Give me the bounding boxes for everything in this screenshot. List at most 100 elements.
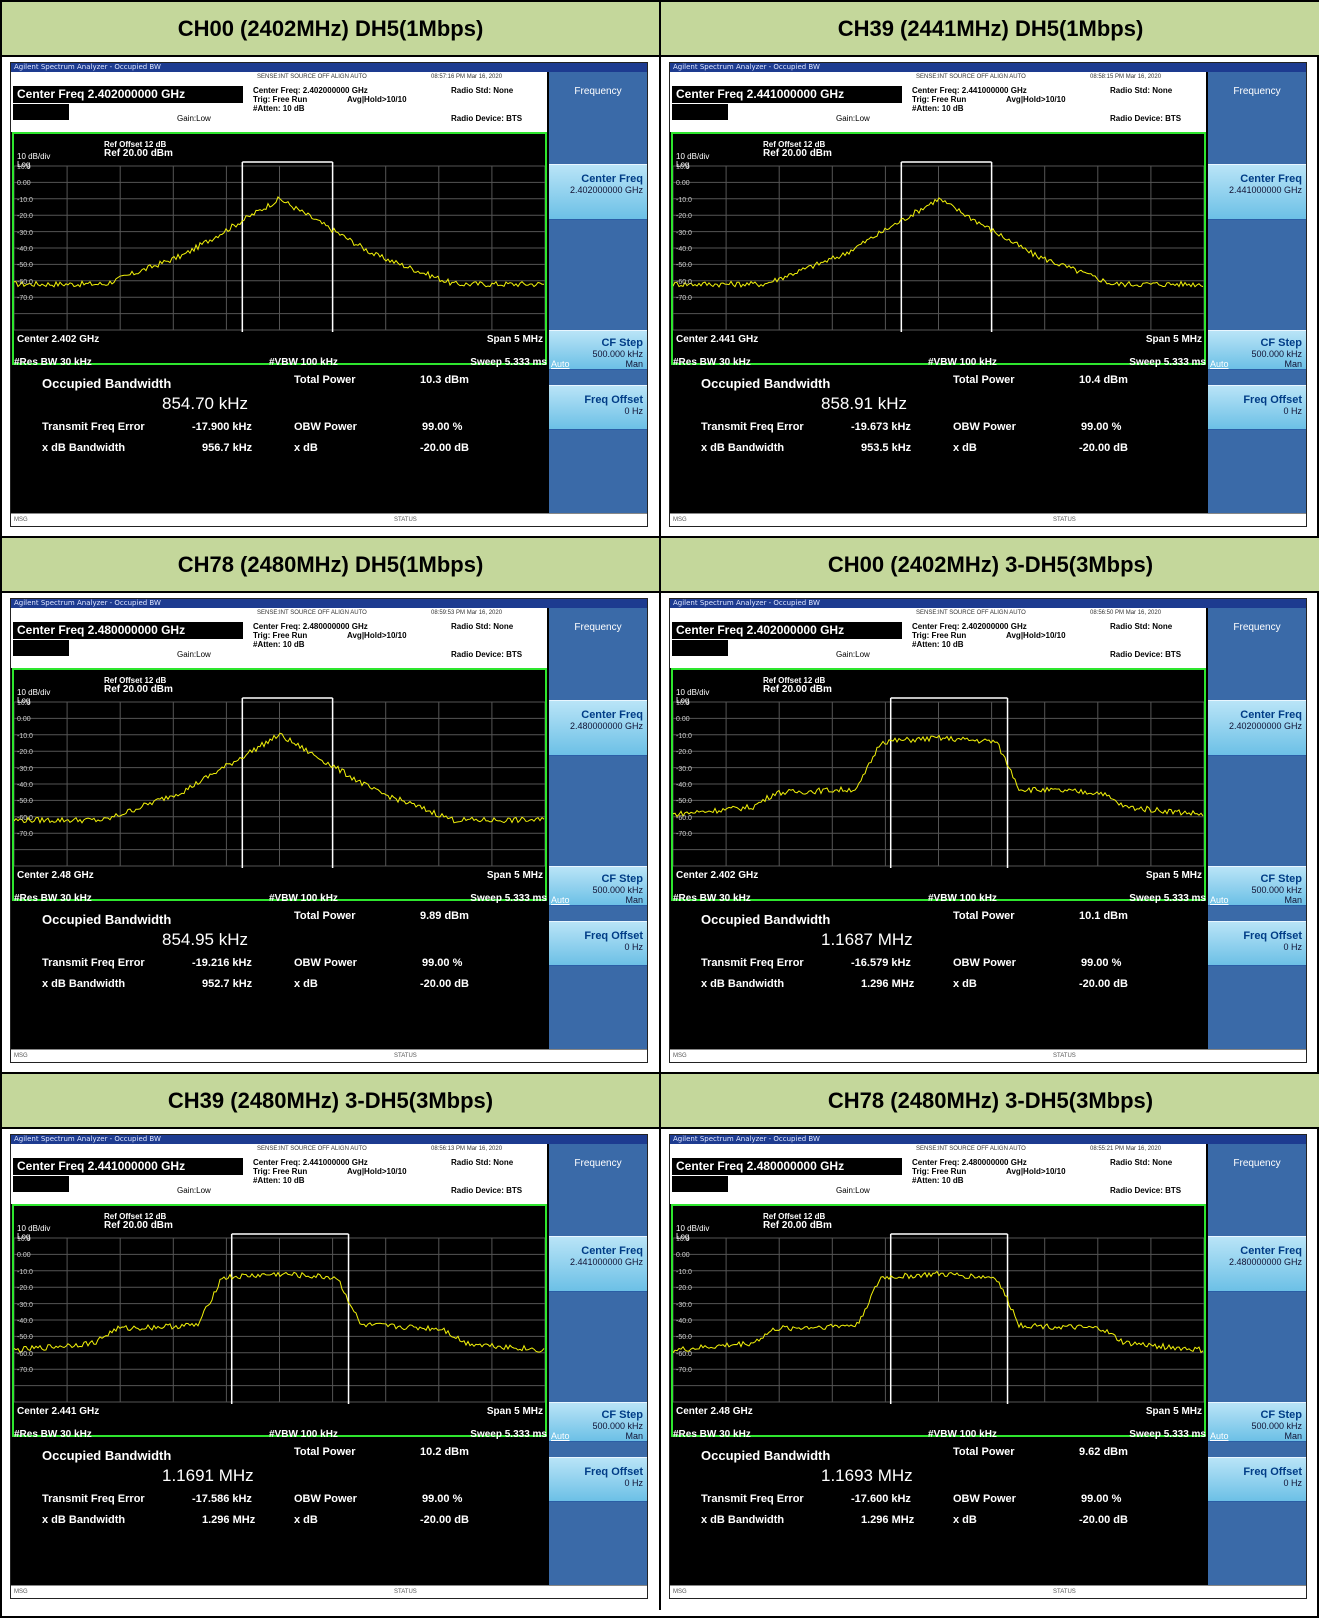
frequency-softkey-panel: Frequency Center Freq 2.480000000 GHz CF…: [1208, 1144, 1306, 1585]
obw-label: Occupied Bandwidth: [701, 1448, 831, 1463]
log-label: Log: [17, 1232, 31, 1241]
center-freq-title[interactable]: Center Freq 2.480000000 GHz: [13, 622, 243, 639]
cf-step-auto[interactable]: Auto: [551, 1431, 570, 1441]
status-bar: MSG STATUS: [670, 1585, 1306, 1598]
cf-step-label: CF Step: [601, 873, 643, 885]
cf-step-auto[interactable]: Auto: [1210, 895, 1229, 905]
cf-step-label: CF Step: [1260, 1409, 1302, 1421]
total-power-label: Total Power: [953, 910, 1015, 922]
gain-label: Gain:Low: [836, 1186, 870, 1195]
log-label: Log: [676, 696, 690, 705]
obw-value: 854.70 kHz: [162, 394, 248, 413]
y-tick-label: -40.0: [17, 1318, 33, 1325]
y-tick-label: -30.0: [17, 1301, 33, 1309]
total-power-value: 9.89 dBm: [420, 910, 469, 922]
cf-step-softkey[interactable]: CF Step 500.000 kHz Man: [549, 330, 647, 370]
y-tick-label: -70.0: [676, 831, 692, 839]
spectrum-analyzer-screenshot: Agilent Spectrum Analyzer - Occupied BW …: [669, 1134, 1307, 1599]
app-title: Agilent Spectrum Analyzer - Occupied BW: [11, 1135, 647, 1144]
center-freq-softkey[interactable]: Center Freq 2.480000000 GHz: [1208, 1236, 1306, 1292]
cf-step-auto[interactable]: Auto: [551, 895, 570, 905]
input-box: [672, 104, 728, 120]
cf-step-value: 500.000 kHz: [1251, 1421, 1302, 1431]
freq-offset-softkey[interactable]: Freq Offset 0 Hz: [549, 385, 647, 430]
center-freq-softkey[interactable]: Center Freq 2.480000000 GHz: [549, 700, 647, 756]
status-label: STATUS: [1053, 1053, 1076, 1059]
ref-offset: Ref Offset 12 dB: [104, 676, 167, 685]
obw-value: 854.95 kHz: [162, 930, 248, 949]
freq-offset-softkey[interactable]: Freq Offset 0 Hz: [549, 921, 647, 966]
vbw: #VBW 100 kHz: [269, 357, 338, 368]
cf-step-auto[interactable]: Auto: [1210, 1431, 1229, 1441]
radio-device: Radio Device: BTS: [1110, 650, 1182, 659]
center-freq-softkey-value: 2.402000000 GHz: [1228, 721, 1302, 731]
total-power-label: Total Power: [953, 374, 1015, 386]
cf-step-label: CF Step: [601, 1409, 643, 1421]
center-freq-title[interactable]: Center Freq 2.441000000 GHz: [672, 86, 902, 103]
y-tick-label: 0.00: [676, 1252, 690, 1260]
spectrum-analyzer-screenshot: Agilent Spectrum Analyzer - Occupied BW …: [10, 62, 648, 527]
softkey-menu-title: Frequency: [574, 86, 622, 97]
freq-offset-softkey[interactable]: Freq Offset 0 Hz: [549, 1457, 647, 1502]
center-freq-softkey[interactable]: Center Freq 2.402000000 GHz: [549, 164, 647, 220]
y-tick-label: -70.0: [676, 1367, 692, 1375]
cf-step-softkey[interactable]: CF Step 500.000 kHz Man: [1208, 330, 1306, 370]
cf-step-auto[interactable]: Auto: [551, 359, 570, 369]
spectrum-trace: [673, 734, 1204, 818]
center-freq-softkey[interactable]: Center Freq 2.402000000 GHz: [1208, 700, 1306, 756]
softkey-menu-title: Frequency: [574, 622, 622, 633]
app-title: Agilent Spectrum Analyzer - Occupied BW: [670, 63, 1306, 72]
app-title: Agilent Spectrum Analyzer - Occupied BW: [670, 1135, 1306, 1144]
center-freq-softkey[interactable]: Center Freq 2.441000000 GHz: [549, 1236, 647, 1292]
obw-power-value: 99.00 %: [422, 421, 463, 433]
obw-value: 1.1687 MHz: [821, 930, 913, 949]
span-label: Span 5 MHz: [1145, 1406, 1202, 1417]
status-msg: MSG: [673, 1589, 687, 1595]
cf-step-softkey[interactable]: CF Step 500.000 kHz Man: [1208, 1402, 1306, 1442]
avg-hold-setting: Avg|Hold>10/10: [347, 1167, 407, 1176]
y-tick-label: -70.0: [17, 1367, 33, 1375]
cf-step-softkey[interactable]: CF Step 500.000 kHz Man: [549, 866, 647, 906]
freq-offset-value: 0 Hz: [1283, 1478, 1302, 1488]
status-label: STATUS: [1053, 1589, 1076, 1595]
frequency-softkey-panel: Frequency Center Freq 2.441000000 GHz CF…: [549, 1144, 647, 1585]
y-tick-label: 0.00: [17, 180, 31, 188]
sense-tags: SENSE:INT SOURCE OFF ALIGN AUTO: [257, 1146, 367, 1152]
xdb-label: x dB: [294, 442, 318, 454]
center-freq-softkey[interactable]: Center Freq 2.441000000 GHz: [1208, 164, 1306, 220]
tfe-value: -19.673 kHz: [851, 421, 911, 433]
cf-step-auto[interactable]: Auto: [1210, 359, 1229, 369]
freq-offset-softkey[interactable]: Freq Offset 0 Hz: [1208, 921, 1306, 966]
cf-step-label: CF Step: [1260, 337, 1302, 349]
softkey-menu-title: Frequency: [1233, 622, 1281, 633]
cf-step-softkey[interactable]: CF Step 500.000 kHz Man: [549, 1402, 647, 1442]
freq-offset-value: 0 Hz: [1283, 942, 1302, 952]
cf-step-label: CF Step: [601, 337, 643, 349]
total-power-value: 10.2 dBm: [420, 1446, 469, 1458]
sense-tags: SENSE:INT SOURCE OFF ALIGN AUTO: [916, 610, 1026, 616]
center-freq-title[interactable]: Center Freq 2.480000000 GHz: [672, 1158, 902, 1175]
center-freq-setting: Center Freq: 2.480000000 GHz: [912, 1158, 1027, 1167]
tfe-value: -17.586 kHz: [192, 1493, 252, 1505]
center-freq-title[interactable]: Center Freq 2.402000000 GHz: [672, 622, 902, 639]
freq-offset-softkey[interactable]: Freq Offset 0 Hz: [1208, 1457, 1306, 1502]
freq-offset-value: 0 Hz: [624, 406, 643, 416]
freq-offset-softkey[interactable]: Freq Offset 0 Hz: [1208, 385, 1306, 430]
status-label: STATUS: [394, 517, 417, 523]
cf-step-softkey[interactable]: CF Step 500.000 kHz Man: [1208, 866, 1306, 906]
center-freq-axis: Center 2.402 GHz: [17, 334, 100, 345]
spectrum-plot: Ref Offset 12 dB Ref 20.00 dBm 10 dB/div…: [671, 668, 1206, 901]
center-freq-title[interactable]: Center Freq 2.402000000 GHz: [13, 86, 243, 103]
obw-power-label: OBW Power: [953, 957, 1016, 969]
tfe-label: Transmit Freq Error: [42, 957, 145, 969]
status-bar: MSG STATUS: [11, 513, 647, 526]
input-box: [13, 640, 69, 656]
center-freq-title[interactable]: Center Freq 2.441000000 GHz: [13, 1158, 243, 1175]
y-tick-label: -20.0: [676, 1285, 692, 1293]
sweep-time: Sweep 5.333 ms: [470, 893, 547, 904]
spectrum-analyzer-screenshot: Agilent Spectrum Analyzer - Occupied BW …: [669, 598, 1307, 1063]
timestamp: 08:55:21 PM Mar 16, 2020: [1090, 1146, 1162, 1152]
settings-bar: SENSE:INT SOURCE OFF ALIGN AUTO 08:57:16…: [11, 72, 547, 132]
xdb-bandwidth-value: 1.296 MHz: [861, 978, 915, 990]
status-msg: MSG: [673, 1053, 687, 1059]
